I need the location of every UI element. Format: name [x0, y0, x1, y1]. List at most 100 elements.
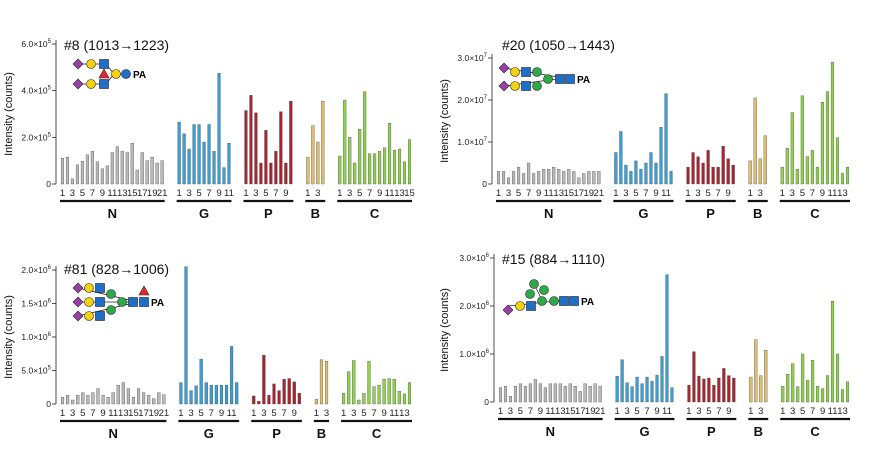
y-tick-label: 3.0×107	[457, 53, 487, 63]
bar-G-6	[640, 383, 644, 403]
bar-P-2	[249, 95, 253, 185]
x-tick-label: 11	[108, 408, 118, 419]
x-tick-label: 1	[748, 406, 753, 417]
bar-N-19	[588, 386, 592, 403]
bar-N-2	[66, 395, 70, 405]
bar-B-3	[758, 158, 762, 185]
glcnac-square-icon	[95, 283, 105, 293]
bar-P-5	[264, 130, 268, 185]
bar-G-6	[639, 169, 643, 185]
x-tick-label: 5	[706, 406, 711, 417]
bar-C-12	[835, 137, 839, 185]
y-tick-label: 2.0×107	[457, 95, 487, 105]
bar-P-8	[287, 378, 291, 405]
group-label-N: N	[544, 206, 553, 221]
bar-N-7	[91, 392, 95, 405]
bar-N-8	[96, 388, 100, 405]
group-label-C: C	[810, 424, 820, 439]
bar-C-2	[786, 374, 790, 403]
x-tick-label: 7	[643, 188, 648, 199]
y-tick-base: 5.0×10	[21, 366, 48, 376]
bar-C-4	[357, 399, 361, 405]
bar-N-19	[150, 157, 154, 185]
y-tick-base: 1.0×10	[21, 332, 48, 342]
x-tick-label: 11	[227, 408, 237, 419]
bar-P-10	[289, 101, 293, 185]
x-tick-label: 19	[147, 188, 158, 199]
bar-P-8	[721, 146, 725, 185]
glcnac-square-icon	[99, 79, 109, 89]
x-tick-label: 17	[575, 406, 586, 417]
bar-N-11	[548, 383, 552, 403]
bar-P-10	[731, 164, 735, 185]
bar-G-5	[197, 124, 201, 185]
x-tick-label: 5	[800, 406, 805, 417]
bar-G-10	[660, 356, 664, 403]
bar-B-4	[321, 101, 325, 185]
x-tick-label: 5	[80, 188, 85, 199]
x-tick-label: 1	[686, 406, 691, 417]
bar-C-14	[407, 382, 412, 405]
group-label-P: P	[264, 206, 273, 221]
bar-B-1	[748, 160, 752, 185]
y-tick-label: 0	[46, 179, 51, 189]
x-tick-label: 9	[283, 188, 288, 199]
x-tick-label: 3	[623, 188, 628, 199]
bar-G-7	[209, 385, 213, 405]
glcnac-square-icon	[128, 297, 138, 307]
x-tick-label: 7	[90, 408, 95, 419]
bar-C-10	[825, 91, 829, 185]
bar-G-3	[624, 164, 628, 185]
bar-N-12	[116, 385, 120, 405]
y-tick-label: 2.0×105	[21, 132, 51, 142]
glcnac-square-icon	[526, 301, 536, 311]
x-tick-label: 5	[518, 406, 523, 417]
bar-C-8	[377, 385, 381, 405]
bar-C-9	[820, 101, 824, 185]
bar-P-1	[687, 385, 691, 403]
bar-G-4	[192, 124, 196, 185]
bar-N-19	[587, 171, 591, 185]
bar-B-2	[311, 125, 315, 185]
pa-tag-label: PA	[577, 75, 590, 86]
bar-N-16	[135, 169, 139, 185]
panel-15: #15 (884→1110) Intensity (counts) 0 1.0×106…	[436, 226, 872, 453]
bar-N-5	[518, 383, 522, 403]
x-tick-label: 7	[528, 406, 533, 417]
bar-P-6	[712, 385, 716, 403]
bar-B-4	[764, 350, 768, 403]
bar-N-21	[597, 171, 601, 185]
glcnac-square-icon	[99, 59, 109, 69]
bar-G-8	[212, 151, 216, 185]
group-label-C: C	[370, 206, 380, 221]
y-tick-exponent: 7	[484, 137, 488, 143]
x-tick-label: 3	[790, 406, 795, 417]
bar-N-21	[162, 394, 166, 405]
x-tick-label: 13	[555, 406, 566, 417]
x-tick-label: 11	[661, 188, 671, 199]
x-tick-label: 9	[820, 406, 825, 417]
bar-N-20	[157, 392, 161, 405]
bar-P-6	[269, 162, 273, 185]
y-tick-exponent: 7	[484, 95, 488, 101]
bar-G-4	[194, 385, 198, 405]
bar-G-11	[230, 346, 234, 405]
group-label-C: C	[810, 206, 820, 221]
x-tick-label: 21	[595, 406, 606, 417]
x-tick-label: 1	[60, 408, 65, 419]
bar-N-7	[527, 162, 531, 185]
sialic-acid-diamond-icon	[72, 282, 84, 294]
x-tick-label: 9	[726, 188, 731, 199]
galactose-circle-icon	[515, 301, 525, 311]
panel-8: #8 (1013→1223) Intensity (counts) 0 2.0×105…	[0, 0, 436, 226]
chart-title: #8 (1013→1223)	[64, 37, 169, 53]
bar-N-10	[105, 165, 109, 185]
galactose-circle-icon	[111, 69, 121, 79]
bar-C-1	[338, 155, 342, 185]
bar-C-13	[840, 173, 845, 185]
chart-panel-8: #8 (1013→1223)Intensity (counts)02.0×105…	[3, 37, 415, 221]
y-tick-base: 0	[484, 397, 489, 407]
bar-N-21	[160, 160, 164, 185]
bar-C-12	[393, 150, 397, 185]
bar-G-1	[614, 152, 618, 185]
